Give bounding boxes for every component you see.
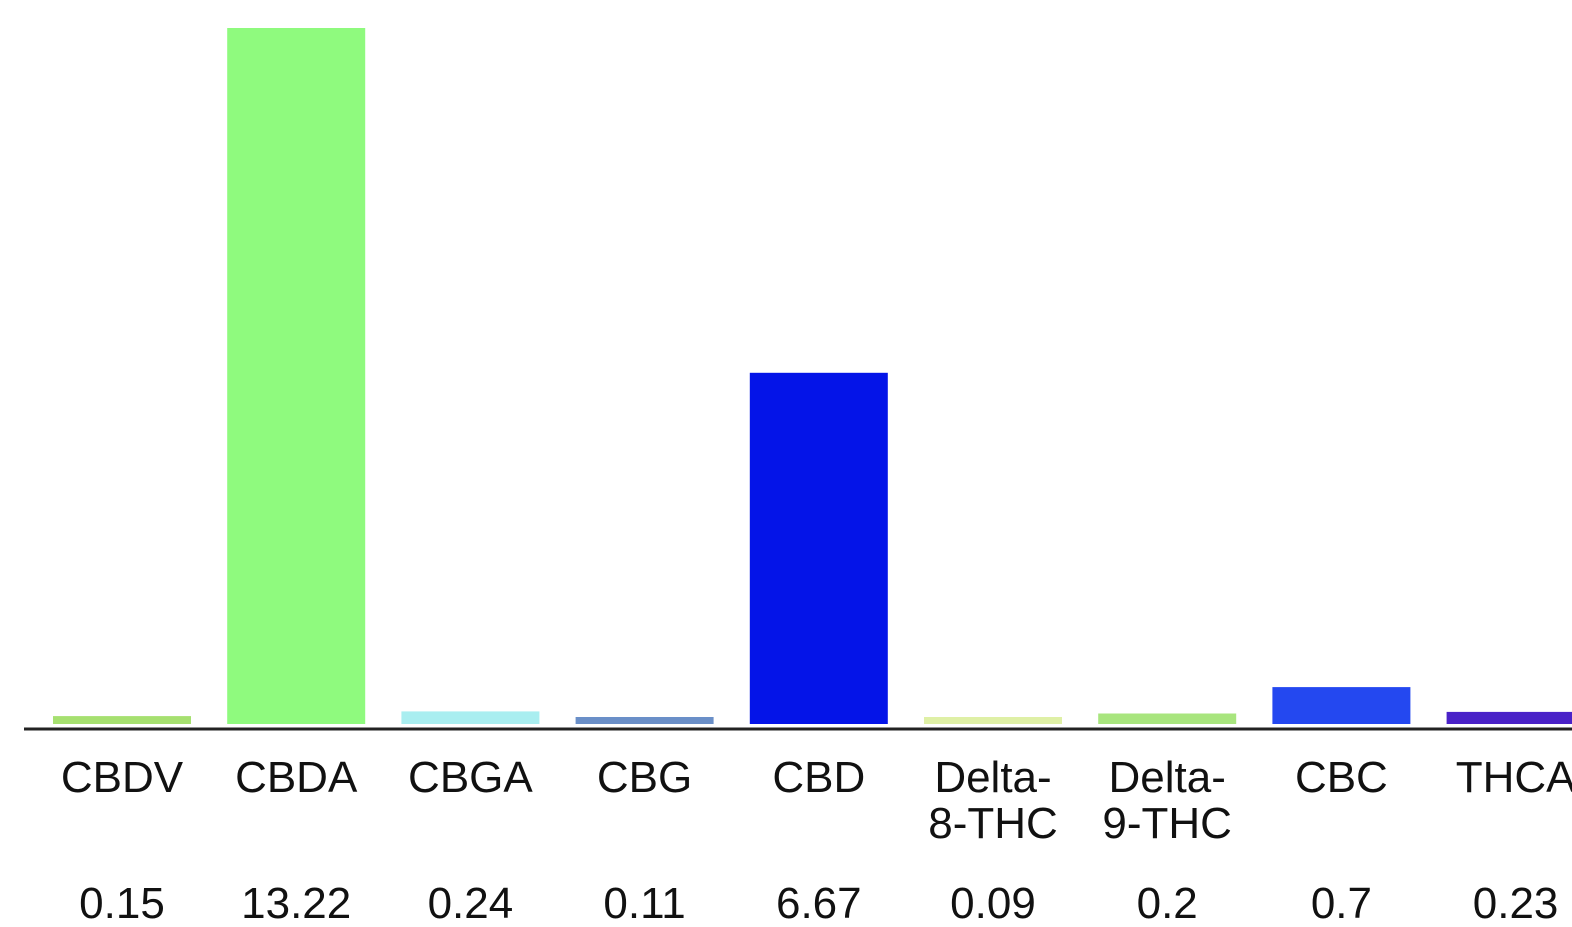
category-label-line: 9-THC xyxy=(1102,799,1232,848)
value-label-5: 0.09 xyxy=(950,879,1036,927)
bars-group xyxy=(53,28,1572,724)
category-labels-group: CBDV CBDA CBGA CBG CBD Delta-8-THCDelta-9-THC… xyxy=(61,753,1572,848)
bar-6 xyxy=(1098,713,1237,724)
bar-7 xyxy=(1272,687,1411,724)
bar-5 xyxy=(924,717,1062,724)
category-label-line: 8-THC xyxy=(928,799,1058,848)
value-label-0: 0.15 xyxy=(79,879,165,927)
category-label-line: THCA xyxy=(1456,753,1572,802)
category-label-line: CBC xyxy=(1295,753,1388,802)
category-label-line: CBDA xyxy=(235,753,358,802)
category-label-line: CBDV xyxy=(61,753,184,802)
value-label-8: 0.23 xyxy=(1473,879,1559,927)
bar-3 xyxy=(575,717,714,724)
category-label-line: CBD xyxy=(772,753,865,802)
category-label-0: CBDV xyxy=(61,753,184,802)
category-label-line: CBG xyxy=(597,753,692,802)
category-label-5: Delta-8-THC xyxy=(928,753,1058,848)
value-labels-group: 0.15 13.22 0.24 0.11 6.67 0.09 0.2 0.7 0.23 xyxy=(79,879,1558,927)
bar-8 xyxy=(1446,711,1572,724)
bar-0 xyxy=(53,716,191,724)
value-label-7: 0.7 xyxy=(1311,879,1372,927)
bar-1 xyxy=(227,28,366,724)
category-label-6: Delta-9-THC xyxy=(1102,753,1232,848)
value-label-4: 6.67 xyxy=(776,879,862,927)
category-label-3: CBG xyxy=(597,753,692,802)
category-label-1: CBDA xyxy=(235,753,358,802)
value-label-1: 13.22 xyxy=(241,879,351,927)
category-label-8: THCA xyxy=(1456,753,1572,802)
bar-2 xyxy=(401,711,540,724)
category-label-line: Delta- xyxy=(1109,753,1226,802)
category-label-4: CBD xyxy=(772,753,865,802)
category-label-line: CBGA xyxy=(408,753,533,802)
bar-4 xyxy=(749,372,888,724)
value-label-3: 0.11 xyxy=(603,879,685,927)
category-label-2: CBGA xyxy=(408,753,533,802)
value-label-2: 0.24 xyxy=(428,879,514,927)
category-label-7: CBC xyxy=(1295,753,1388,802)
value-label-6: 0.2 xyxy=(1137,879,1198,927)
category-label-line: Delta- xyxy=(934,753,1051,802)
